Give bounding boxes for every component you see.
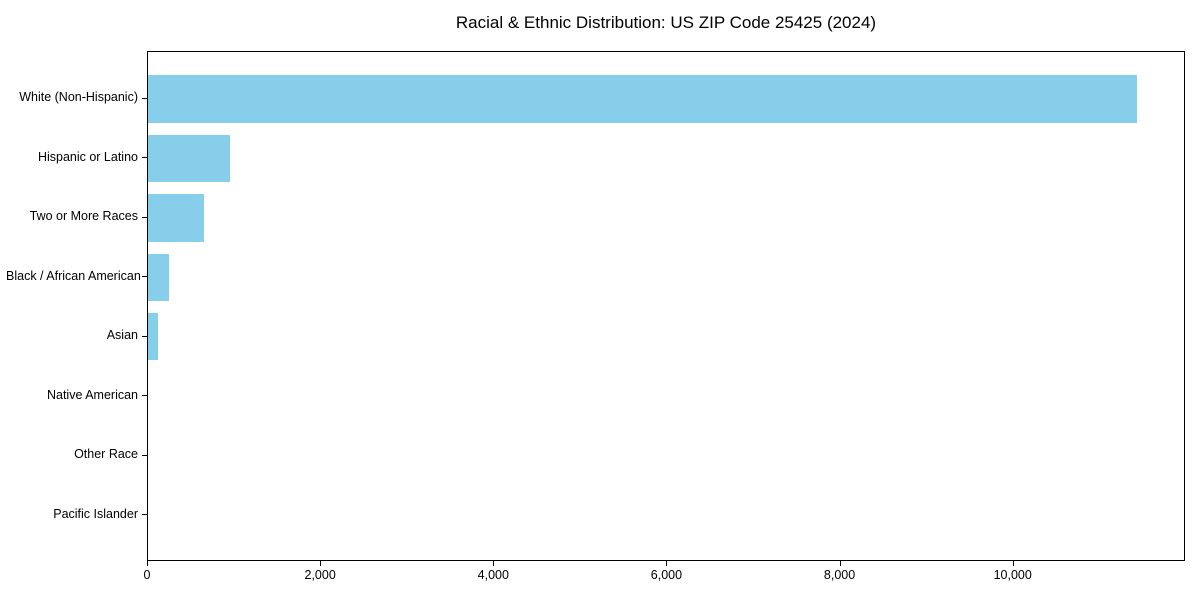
y-tick-mark [142, 335, 147, 337]
bar-two-or-more-races [148, 194, 205, 242]
x-tick-label: 4,000 [477, 568, 509, 582]
x-tick-mark [839, 561, 841, 566]
x-tick-mark [147, 561, 148, 566]
y-tick-label: Pacific Islander [53, 506, 138, 521]
y-tick-mark [142, 157, 147, 159]
y-tick-label: Hispanic or Latino [37, 149, 138, 164]
x-tick-label: 8,000 [823, 568, 856, 582]
y-tick-label: White (Non-Hispanic) [19, 90, 138, 105]
y-tick-mark [142, 395, 147, 397]
x-tick-mark [493, 561, 495, 566]
y-tick-mark [142, 514, 147, 516]
y-tick-mark [142, 216, 147, 218]
x-tick-mark [666, 561, 668, 566]
y-tick-mark [142, 276, 147, 278]
x-tick-label: 10,000 [993, 568, 1032, 582]
x-tick-mark [320, 561, 322, 566]
y-tick-mark [142, 97, 147, 99]
bar-asian [148, 312, 159, 361]
y-tick-label: Two or More Races [29, 209, 138, 224]
chart-title: Racial & Ethnic Distribution: US ZIP Cod… [455, 13, 877, 32]
y-tick-label: Other Race [74, 447, 138, 462]
x-tick-label: 2,000 [304, 568, 336, 582]
y-tick-label: Native American [46, 387, 138, 402]
x-tick-label: 0 [143, 568, 151, 582]
y-tick-label: Black / African American [6, 268, 141, 283]
bar-black-african-american [148, 253, 169, 302]
bar-white-non-hispanic [148, 75, 1137, 123]
y-tick-label: Asian [106, 328, 138, 343]
y-tick-mark [142, 454, 147, 456]
plot-area [147, 51, 1185, 561]
x-tick-label: 6,000 [650, 568, 683, 582]
bar-hispanic-or-latino [148, 134, 231, 183]
x-tick-mark [1012, 561, 1014, 566]
